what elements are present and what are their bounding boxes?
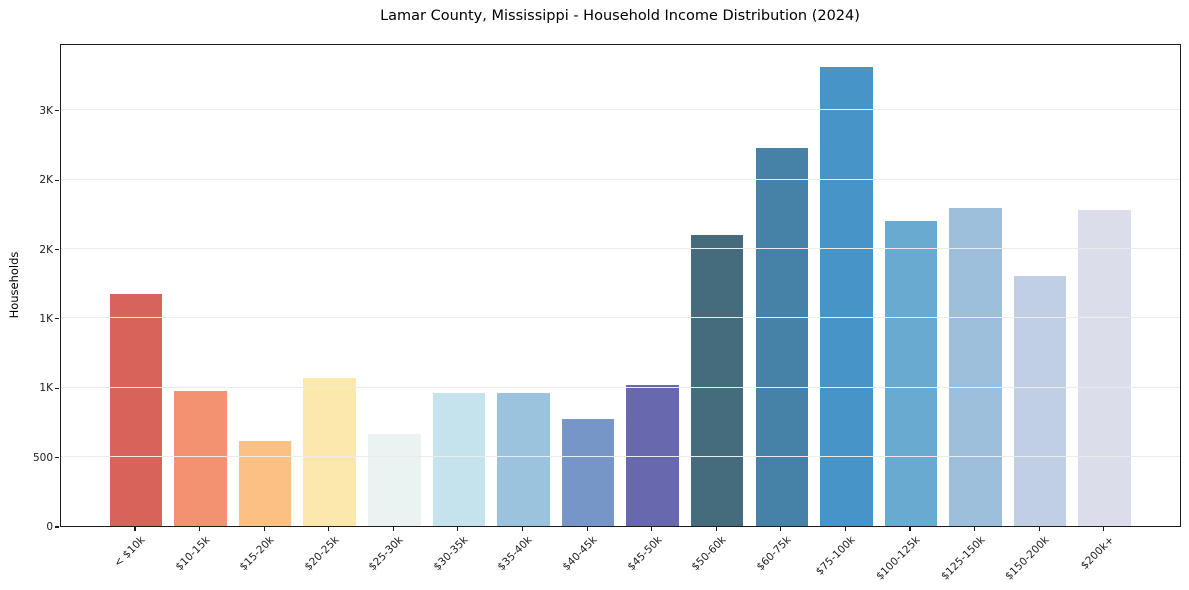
x-tick-label-$30-35k: $30-35k bbox=[431, 534, 471, 574]
x-tick-label-$20-25k: $20-25k bbox=[302, 534, 342, 574]
bar-$75-100k bbox=[820, 66, 873, 526]
y-tick-mark bbox=[55, 249, 59, 251]
y-tick-label: 3K bbox=[39, 104, 53, 117]
x-tick-mark bbox=[1103, 527, 1105, 531]
bar-$10-15k bbox=[174, 391, 227, 526]
x-tick-label-< $10k: < $10k bbox=[111, 534, 148, 570]
gridline-1500 bbox=[60, 317, 1180, 319]
bar-$35-40k bbox=[497, 392, 550, 526]
x-tick-mark bbox=[973, 527, 976, 531]
x-tick-mark bbox=[134, 527, 136, 531]
y-tick-label: 500 bbox=[32, 451, 53, 464]
y-tick-mark bbox=[55, 387, 59, 389]
x-tick-label-$10-15k: $10-15k bbox=[172, 534, 213, 574]
y-tick-label: 1K bbox=[39, 312, 53, 325]
bar-$125-150k bbox=[949, 208, 1002, 526]
y-tick-mark bbox=[55, 318, 59, 320]
x-tick-mark bbox=[457, 527, 459, 531]
gridline-3000 bbox=[60, 109, 1180, 111]
chart-title: Lamar County, Mississippi - Household In… bbox=[380, 8, 860, 24]
bar-$50-60k bbox=[690, 234, 744, 526]
bar-$150-200k bbox=[1013, 276, 1067, 526]
y-tick-mark bbox=[55, 110, 59, 112]
bar-$60-75k bbox=[755, 148, 809, 526]
x-tick-label-$60-75k: $60-75k bbox=[754, 534, 794, 574]
y-tick-mark bbox=[55, 179, 59, 181]
x-tick-mark bbox=[263, 527, 265, 531]
x-tick-mark bbox=[780, 527, 782, 531]
bar-$15-20k bbox=[238, 441, 292, 526]
y-tick-label: 2K bbox=[39, 174, 53, 187]
y-axis-label: Households bbox=[7, 251, 21, 319]
y-tick-mark bbox=[55, 526, 59, 528]
x-tick-mark bbox=[651, 527, 653, 531]
gridline-1000 bbox=[60, 386, 1180, 388]
bar-$25-30k bbox=[368, 434, 421, 526]
x-tick-label-$150-200k: $150-200k bbox=[1003, 534, 1052, 583]
bar-$30-35k bbox=[432, 392, 486, 526]
x-tick-mark bbox=[715, 527, 717, 531]
x-tick-label-$50-60k: $50-60k bbox=[689, 534, 729, 574]
x-tick-mark bbox=[844, 527, 846, 531]
bar-< $10k bbox=[109, 293, 163, 526]
x-tick-mark bbox=[392, 527, 394, 531]
x-tick-mark bbox=[1038, 527, 1040, 531]
plot-area bbox=[59, 44, 1181, 527]
x-tick-label-$75-100k: $75-100k bbox=[814, 534, 858, 578]
bar-$40-45k bbox=[561, 419, 615, 526]
x-tick-mark bbox=[199, 527, 201, 531]
x-tick-label-$15-20k: $15-20k bbox=[237, 534, 277, 574]
y-tick-label: 1K bbox=[39, 382, 53, 395]
bar-$20-25k bbox=[303, 378, 356, 526]
x-tick-label-$40-45k: $40-45k bbox=[560, 534, 600, 574]
x-tick-label-$45-50k: $45-50k bbox=[625, 534, 665, 574]
x-tick-label-$200k+: $200k+ bbox=[1078, 534, 1117, 572]
x-tick-label-$25-30k: $25-30k bbox=[366, 534, 406, 574]
bar-$100-125k bbox=[884, 220, 938, 526]
bar-$45-50k bbox=[626, 384, 679, 526]
y-tick-label: 2K bbox=[39, 243, 53, 256]
x-tick-mark bbox=[328, 527, 330, 531]
x-tick-label-$35-40k: $35-40k bbox=[495, 534, 535, 574]
y-tick-label: 0 bbox=[46, 521, 53, 533]
gridline-500 bbox=[60, 456, 1180, 458]
x-tick-label-$125-150k: $125-150k bbox=[938, 534, 988, 583]
x-tick-mark bbox=[586, 527, 588, 531]
y-tick-mark bbox=[55, 457, 59, 459]
gridline-2500 bbox=[60, 178, 1180, 180]
x-tick-label-$100-125k: $100-125k bbox=[873, 534, 923, 583]
x-tick-mark bbox=[909, 527, 911, 531]
gridline-2000 bbox=[60, 248, 1180, 250]
bar-$200k+ bbox=[1078, 209, 1131, 526]
x-tick-mark bbox=[521, 527, 524, 531]
